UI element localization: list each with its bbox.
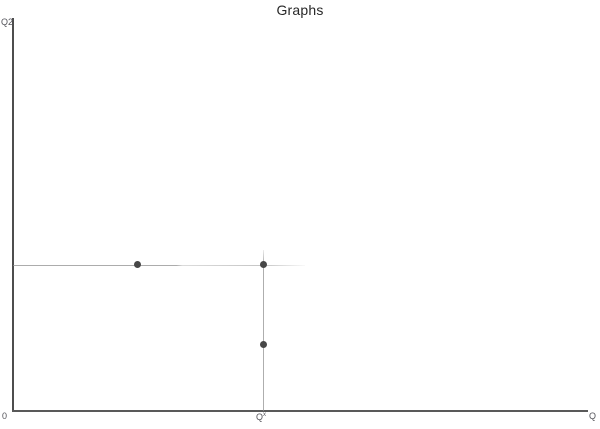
- data-point-a: [134, 260, 142, 268]
- x-tick-label-superscript: x: [263, 412, 267, 418]
- data-point-b: [259, 260, 267, 268]
- vertical-guide-line: [263, 250, 264, 411]
- origin-label: 0: [2, 411, 8, 421]
- x-tick-label: Qx: [256, 412, 266, 422]
- x-axis-label: Q: [589, 411, 597, 421]
- page-title: Graphs: [276, 2, 324, 18]
- y-axis-line: [12, 18, 14, 412]
- x-axis-line: [12, 410, 588, 412]
- x-tick-label-base: Q: [256, 412, 264, 422]
- horizontal-guide-line: [13, 265, 305, 266]
- y-axis-label: Q2: [1, 17, 14, 27]
- data-point-c: [259, 340, 267, 348]
